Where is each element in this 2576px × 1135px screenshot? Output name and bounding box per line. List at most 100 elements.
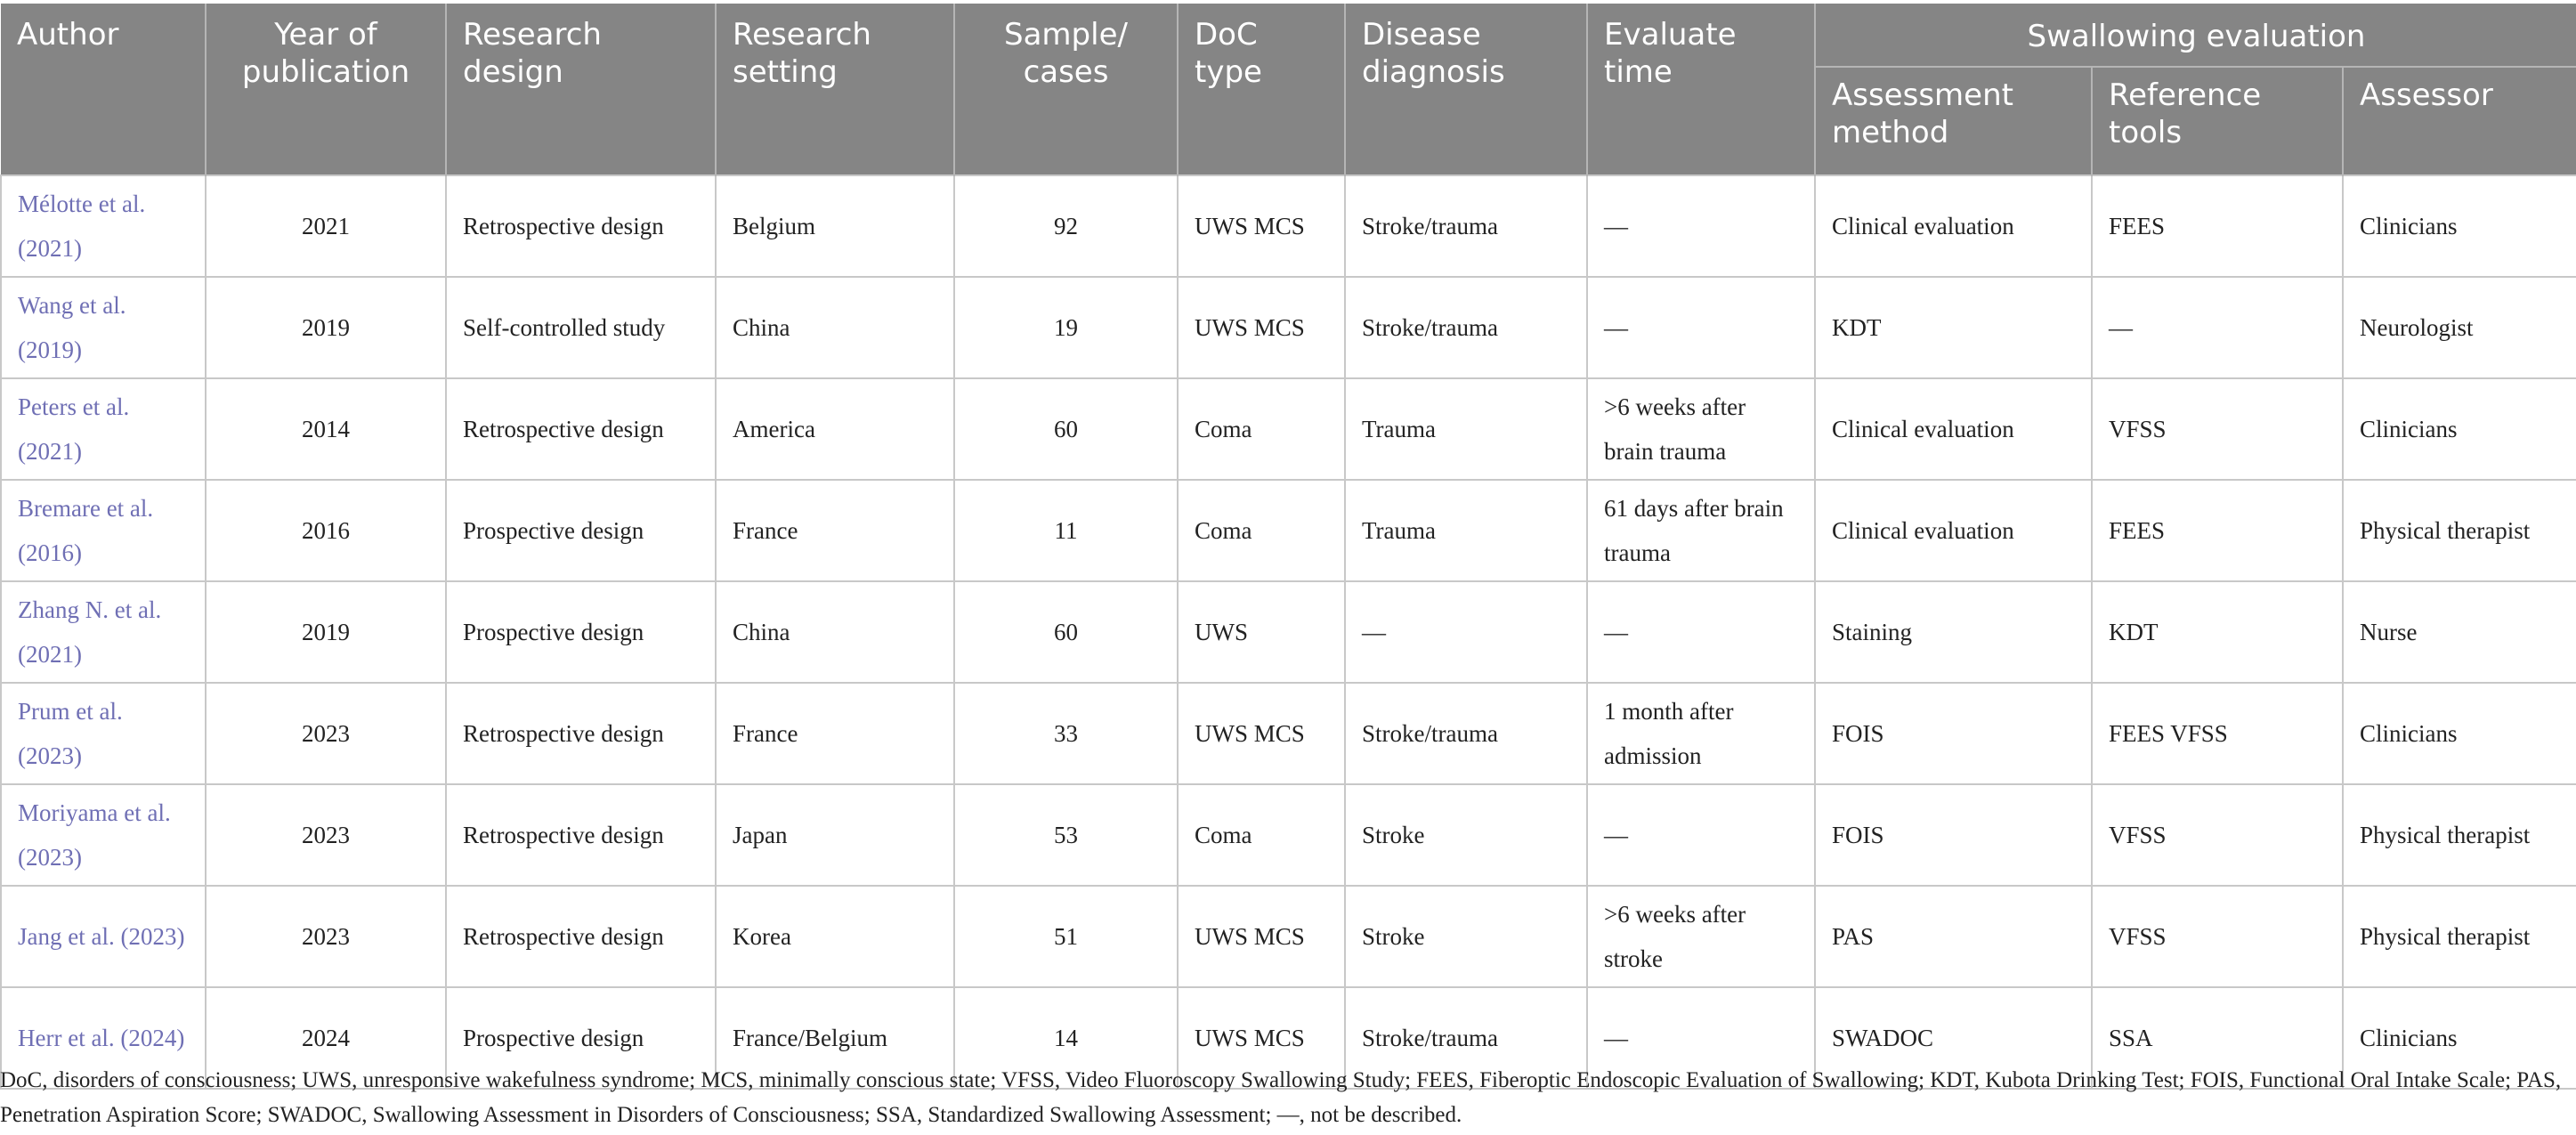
- cell-evaluate-time: —: [1586, 986, 1816, 1090]
- header-swallowing-evaluation: Swallowing evaluation: [1814, 4, 2576, 68]
- cell-sample: 53: [953, 783, 1179, 887]
- cell-evaluate-time: —: [1586, 174, 1816, 278]
- cell-year: 2019: [205, 580, 447, 684]
- cell-assessment-method: Clinical evaluation: [1814, 174, 2093, 278]
- table-row: Jang et al. (2023) 2023 Retrospective de…: [0, 885, 2576, 988]
- cell-research-setting: France: [715, 682, 955, 785]
- cell-assessor: Physical therapist: [2342, 479, 2576, 582]
- cell-author[interactable]: Moriyama et al. (2023): [0, 783, 207, 887]
- header-research-design: Research design: [445, 4, 716, 175]
- cell-research-design: Retrospective design: [445, 885, 717, 988]
- cell-evaluate-time: 61 days after brain trauma: [1586, 479, 1816, 582]
- cell-reference-tools: VFSS: [2091, 377, 2344, 481]
- cell-author[interactable]: Wang et al. (2019): [0, 276, 207, 379]
- cell-year: 2023: [205, 783, 447, 887]
- cell-year: 2023: [205, 885, 447, 988]
- header-research-setting: Research setting: [715, 4, 954, 175]
- cell-research-design: Prospective design: [445, 986, 717, 1090]
- header-author: Author: [1, 4, 206, 175]
- cell-disease-diagnosis: Stroke/trauma: [1344, 682, 1588, 785]
- cell-year: 2021: [205, 174, 447, 278]
- cell-doc-type: Coma: [1177, 783, 1346, 887]
- cell-disease-diagnosis: Stroke/trauma: [1344, 986, 1588, 1090]
- cell-assessment-method: FOIS: [1814, 682, 2093, 785]
- cell-assessor: Clinicians: [2342, 377, 2576, 481]
- cell-author[interactable]: Peters et al. (2021): [0, 377, 207, 481]
- cell-doc-type: UWS: [1177, 580, 1346, 684]
- cell-doc-type: UWS MCS: [1177, 986, 1346, 1090]
- cell-author[interactable]: Zhang N. et al. (2021): [0, 580, 207, 684]
- cell-sample: 51: [953, 885, 1179, 988]
- cell-year: 2014: [205, 377, 447, 481]
- cell-disease-diagnosis: Stroke: [1344, 783, 1588, 887]
- cell-reference-tools: KDT: [2091, 580, 2344, 684]
- table-row: Mélotte et al. (2021) 2021 Retrospective…: [0, 174, 2576, 278]
- cell-research-design: Retrospective design: [445, 174, 717, 278]
- cell-author[interactable]: Prum et al. (2023): [0, 682, 207, 785]
- table-row: Prum et al. (2023) 2023 Retrospective de…: [0, 682, 2576, 785]
- cell-year: 2016: [205, 479, 447, 582]
- cell-assessor: Physical therapist: [2342, 885, 2576, 988]
- cell-research-setting: China: [715, 276, 955, 379]
- header-doc-type: DoC type: [1177, 4, 1345, 175]
- header-sample-cases: Sample/ cases: [953, 4, 1178, 175]
- cell-sample: 14: [953, 986, 1179, 1090]
- cell-evaluate-time: —: [1586, 276, 1816, 379]
- cell-assessor: Neurologist: [2342, 276, 2576, 379]
- cell-assessment-method: PAS: [1814, 885, 2093, 988]
- header-disease-diagnosis: Disease diagnosis: [1344, 4, 1587, 175]
- cell-research-setting: France: [715, 479, 955, 582]
- table-row: Moriyama et al. (2023) 2023 Retrospectiv…: [0, 783, 2576, 887]
- cell-assessment-method: Clinical evaluation: [1814, 479, 2093, 582]
- table-row: Wang et al. (2019) 2019 Self-controlled …: [0, 276, 2576, 379]
- studies-table: Author Year of publication Research desi…: [0, 4, 2576, 1090]
- cell-disease-diagnosis: Trauma: [1344, 479, 1588, 582]
- header-evaluate-time: Evaluate time: [1586, 4, 1815, 175]
- cell-reference-tools: FEES: [2091, 479, 2344, 582]
- cell-sample: 60: [953, 377, 1179, 481]
- header-reference-tools: Reference tools: [2091, 67, 2343, 175]
- cell-evaluate-time: >6 weeks after brain trauma: [1586, 377, 1816, 481]
- cell-assessor: Clinicians: [2342, 986, 2576, 1090]
- cell-author[interactable]: Mélotte et al. (2021): [0, 174, 207, 278]
- cell-assessment-method: SWADOC: [1814, 986, 2093, 1090]
- table-row: Zhang N. et al. (2021) 2019 Prospective …: [0, 580, 2576, 684]
- cell-sample: 33: [953, 682, 1179, 785]
- cell-author[interactable]: Jang et al. (2023): [0, 885, 207, 988]
- cell-evaluate-time: 1 month after admission: [1586, 682, 1816, 785]
- cell-author[interactable]: Herr et al. (2024): [0, 986, 207, 1090]
- cell-research-setting: China: [715, 580, 955, 684]
- cell-assessment-method: FOIS: [1814, 783, 2093, 887]
- cell-disease-diagnosis: Stroke/trauma: [1344, 276, 1588, 379]
- table-body: Mélotte et al. (2021) 2021 Retrospective…: [0, 174, 2576, 1090]
- table-footnote: DoC, disorders of consciousness; UWS, un…: [0, 1068, 2562, 1127]
- cell-disease-diagnosis: Stroke/trauma: [1344, 174, 1588, 278]
- cell-reference-tools: VFSS: [2091, 783, 2344, 887]
- cell-assessment-method: Clinical evaluation: [1814, 377, 2093, 481]
- header-assessor: Assessor: [2342, 67, 2576, 175]
- table-header: Author Year of publication Research desi…: [1, 4, 2576, 175]
- cell-author[interactable]: Bremare et al. (2016): [0, 479, 207, 582]
- cell-assessment-method: KDT: [1814, 276, 2093, 379]
- cell-assessment-method: Staining: [1814, 580, 2093, 684]
- cell-disease-diagnosis: Trauma: [1344, 377, 1588, 481]
- cell-year: 2024: [205, 986, 447, 1090]
- cell-reference-tools: VFSS: [2091, 885, 2344, 988]
- cell-research-setting: Belgium: [715, 174, 955, 278]
- cell-research-setting: Japan: [715, 783, 955, 887]
- cell-disease-diagnosis: —: [1344, 580, 1588, 684]
- cell-research-design: Retrospective design: [445, 783, 717, 887]
- cell-doc-type: UWS MCS: [1177, 174, 1346, 278]
- cell-evaluate-time: >6 weeks after stroke: [1586, 885, 1816, 988]
- cell-disease-diagnosis: Stroke: [1344, 885, 1588, 988]
- cell-sample: 60: [953, 580, 1179, 684]
- cell-reference-tools: FEES VFSS: [2091, 682, 2344, 785]
- cell-sample: 19: [953, 276, 1179, 379]
- cell-research-setting: France/Belgium: [715, 986, 955, 1090]
- cell-year: 2019: [205, 276, 447, 379]
- cell-doc-type: Coma: [1177, 479, 1346, 582]
- cell-assessor: Nurse: [2342, 580, 2576, 684]
- cell-reference-tools: FEES: [2091, 174, 2344, 278]
- cell-doc-type: UWS MCS: [1177, 276, 1346, 379]
